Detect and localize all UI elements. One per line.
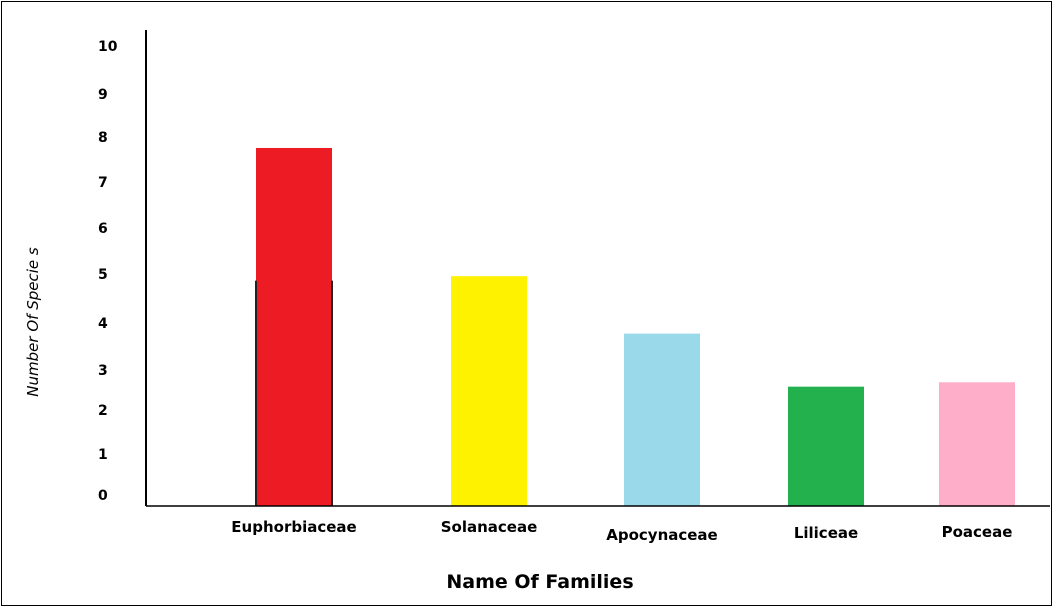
y-tick-label: 9 (98, 87, 108, 103)
y-axis-title: Number Of Specie s (24, 247, 42, 397)
y-tick-label: 3 (98, 363, 108, 379)
y-tick-label: 2 (98, 403, 108, 419)
bar (624, 333, 700, 506)
x-tick-label: Poaceae (942, 523, 1013, 541)
y-tick-label: 7 (98, 175, 108, 191)
x-tick-label: Solanaceae (441, 518, 538, 536)
y-tick-label: 6 (98, 221, 108, 237)
y-tick-label: 4 (98, 316, 108, 332)
x-tick-labels: Euphorbiaceae Solanaceae Apocynaceae Lilice… (231, 518, 1012, 544)
x-axis-title: Name Of Families (446, 571, 633, 593)
bars (255, 147, 1015, 507)
y-tick-label: 5 (98, 267, 108, 283)
y-tick-label: 8 (98, 130, 108, 146)
x-tick-label: Euphorbiaceae (231, 518, 356, 536)
bar (451, 276, 527, 506)
bar (788, 386, 864, 506)
y-tick-label: 0 (98, 488, 108, 504)
bar (939, 382, 1015, 506)
bar (256, 147, 332, 507)
y-tick-label: 1 (98, 447, 108, 463)
y-tick-label: 10 (98, 39, 118, 55)
x-tick-label: Liliceae (794, 524, 858, 542)
x-tick-label: Apocynaceae (606, 526, 717, 544)
